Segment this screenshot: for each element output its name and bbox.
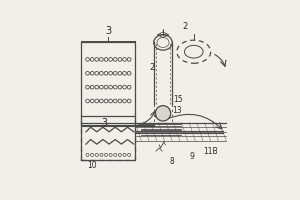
Circle shape [155,106,171,121]
Text: 11B: 11B [203,147,218,156]
Text: 8: 8 [170,157,175,166]
Text: 2: 2 [149,63,154,72]
Text: 10: 10 [87,161,97,170]
Text: 2: 2 [182,22,187,31]
Text: 13: 13 [172,106,182,115]
Text: 3: 3 [105,26,111,36]
Text: 15: 15 [173,95,183,104]
Text: 3: 3 [101,118,107,128]
Text: 9: 9 [189,152,194,161]
